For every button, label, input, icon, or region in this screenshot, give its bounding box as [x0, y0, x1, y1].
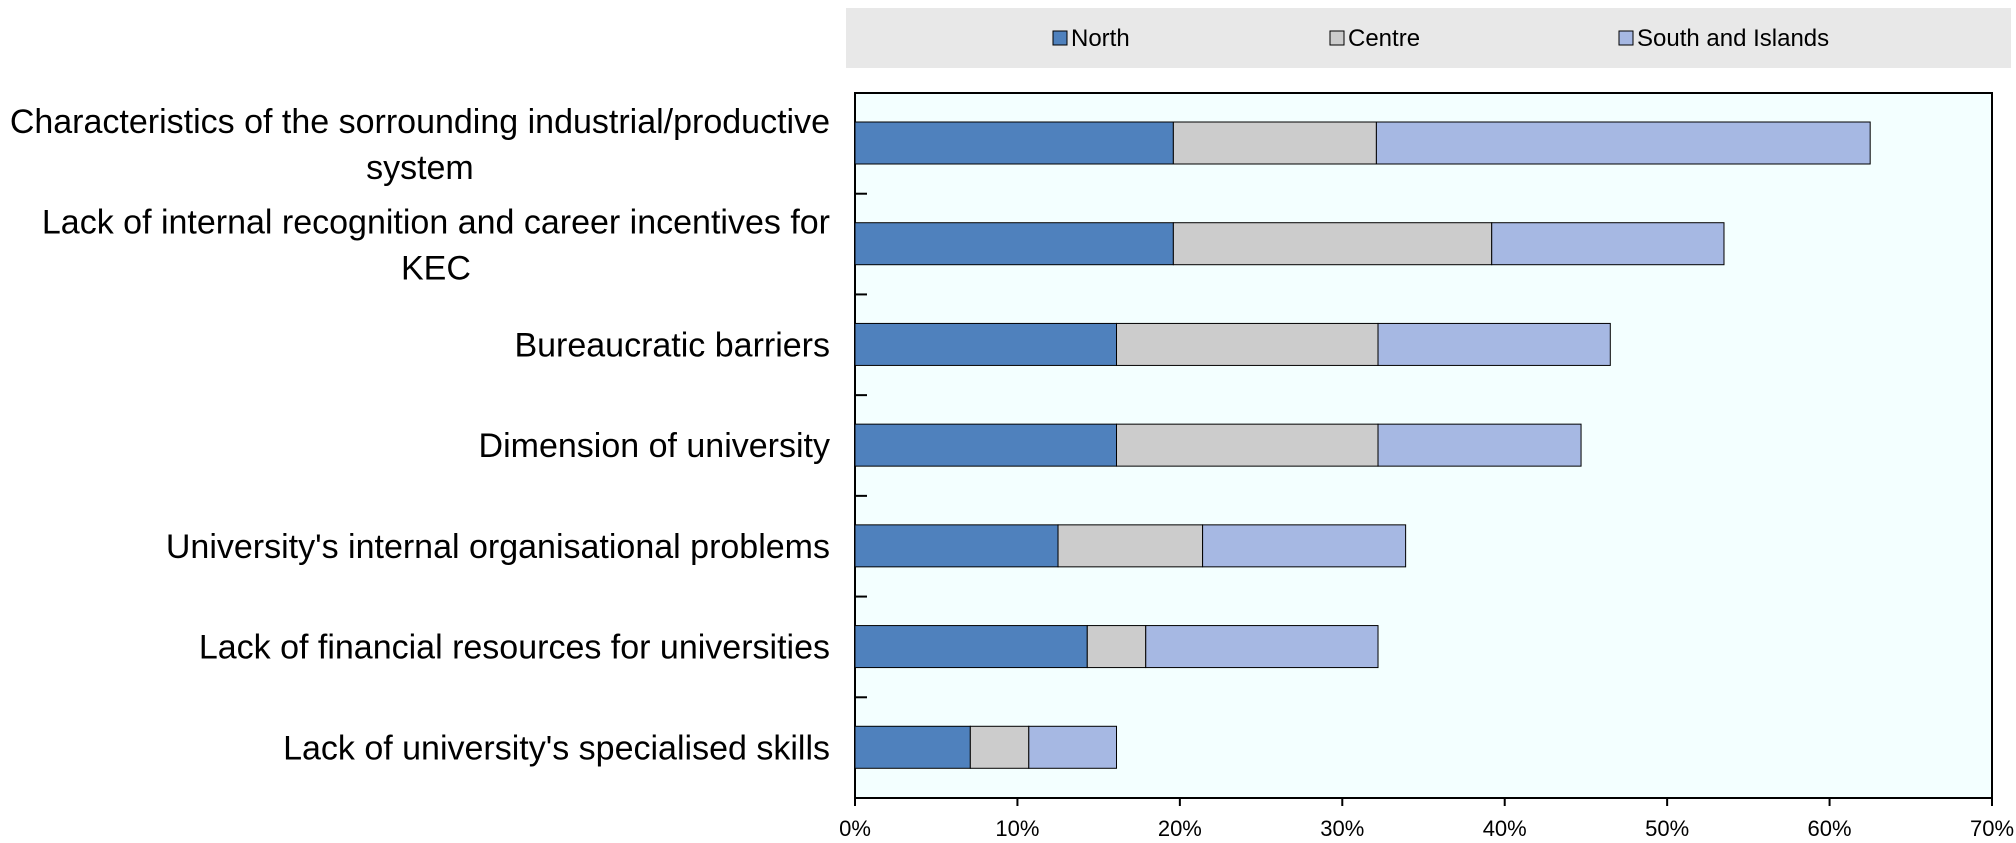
- bar-centre-2: [1116, 322, 1379, 366]
- legend-swatch: [1618, 30, 1634, 46]
- x-tick-label: 60%: [1808, 816, 1852, 841]
- bar-centre-1: [1172, 222, 1493, 266]
- legend-label: South and Islands: [1637, 25, 1829, 52]
- bar-centre-6: [969, 725, 1030, 769]
- bar-south-and-islands-3: [1377, 423, 1582, 467]
- legend-background: [846, 8, 2011, 68]
- x-tick-label: 40%: [1483, 816, 1527, 841]
- category-label-0: Characteristics of the sorrounding indus…: [10, 103, 830, 187]
- x-axis: 0% 10% 20% 30% 40% 50% 60% 70%: [839, 798, 2014, 841]
- bar-north-6: [854, 725, 971, 769]
- category-label-3: Dimension of university: [479, 427, 830, 465]
- legend-label: Centre: [1348, 25, 1420, 52]
- x-tick-label: 50%: [1645, 816, 1689, 841]
- x-tick-label: 70%: [1970, 816, 2014, 841]
- legend: North Centre South and Islands: [1052, 25, 1829, 52]
- category-label-6: Lack of university's specialised skills: [283, 729, 830, 767]
- bar-south-and-islands-1: [1491, 222, 1725, 266]
- category-label-4: University's internal organisational pro…: [166, 528, 830, 566]
- bars-group: [854, 121, 1871, 769]
- bar-south-and-islands-6: [1028, 725, 1118, 769]
- legend-item-2: South and Islands: [1618, 25, 1829, 52]
- bar-centre-4: [1057, 524, 1204, 568]
- category-label-1: Lack of internal recognition and career …: [42, 204, 830, 288]
- legend-item-1: Centre: [1329, 25, 1420, 52]
- bar-south-and-islands-5: [1145, 625, 1379, 669]
- x-tick-label: 10%: [995, 816, 1039, 841]
- bar-centre-3: [1116, 423, 1379, 467]
- category-tick-marks: [855, 192, 867, 699]
- legend-swatch: [1052, 30, 1068, 46]
- bar-north-2: [854, 322, 1118, 366]
- bar-north-0: [854, 121, 1174, 165]
- bar-south-and-islands-2: [1377, 322, 1611, 366]
- x-tick-label: 30%: [1320, 816, 1364, 841]
- legend-item-0: North: [1052, 25, 1130, 52]
- category-label-5: Lack of financial resources for universi…: [199, 629, 830, 667]
- bar-centre-5: [1086, 625, 1147, 669]
- bar-north-4: [854, 524, 1059, 568]
- bar-north-5: [854, 625, 1088, 669]
- x-tick-label: 0%: [839, 816, 871, 841]
- legend-swatch: [1329, 30, 1345, 46]
- bar-north-1: [854, 222, 1174, 266]
- bar-north-3: [854, 423, 1118, 467]
- bar-south-and-islands-4: [1202, 524, 1407, 568]
- category-label-2: Bureaucratic barriers: [514, 326, 830, 364]
- legend-label: North: [1071, 25, 1130, 52]
- bar-centre-0: [1172, 121, 1377, 165]
- bar-south-and-islands-0: [1375, 121, 1871, 165]
- x-tick-label: 20%: [1158, 816, 1202, 841]
- category-labels: Characteristics of the sorrounding indus…: [10, 103, 830, 767]
